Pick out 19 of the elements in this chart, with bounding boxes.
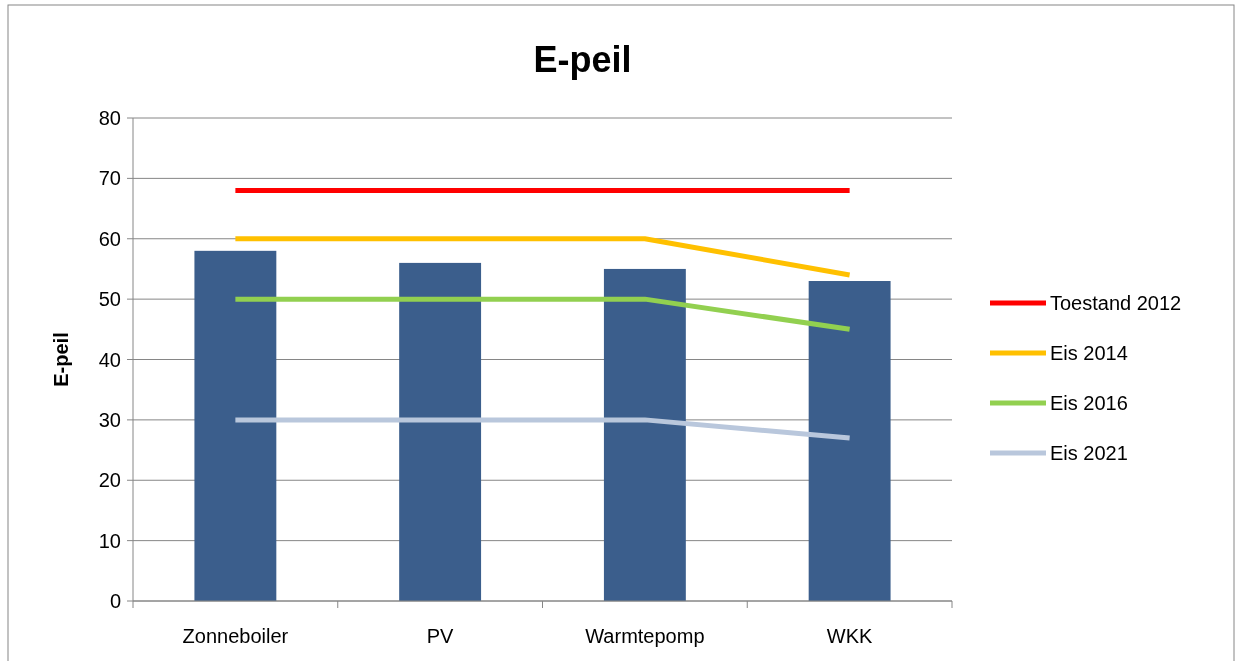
x-tick-label: Zonneboiler [182,625,289,647]
y-tick-label: 0 [109,590,121,612]
legend-label: Eis 2016 [1050,392,1128,414]
x-tick-label: Warmtepomp [585,625,705,647]
legend-label: Eis 2021 [1050,442,1128,464]
x-tick-label: WKK [826,625,874,647]
y-tick-label: 60 [98,227,121,250]
x-tick-label: PV [426,625,455,647]
y-axis-title: E-peil [50,332,72,387]
y-tick-label: 20 [98,469,121,492]
legend-label: Toestand 2012 [1050,292,1182,314]
y-tick-label: 80 [98,107,121,129]
y-tick-label: 10 [98,529,121,552]
chart-title: E-peil [533,39,632,80]
y-tick-label: 50 [98,288,121,311]
y-tick-label: 70 [98,167,121,190]
legend-label: Eis 2014 [1050,342,1128,364]
y-tick-label: 40 [98,348,121,371]
y-tick-label: 30 [98,408,121,431]
